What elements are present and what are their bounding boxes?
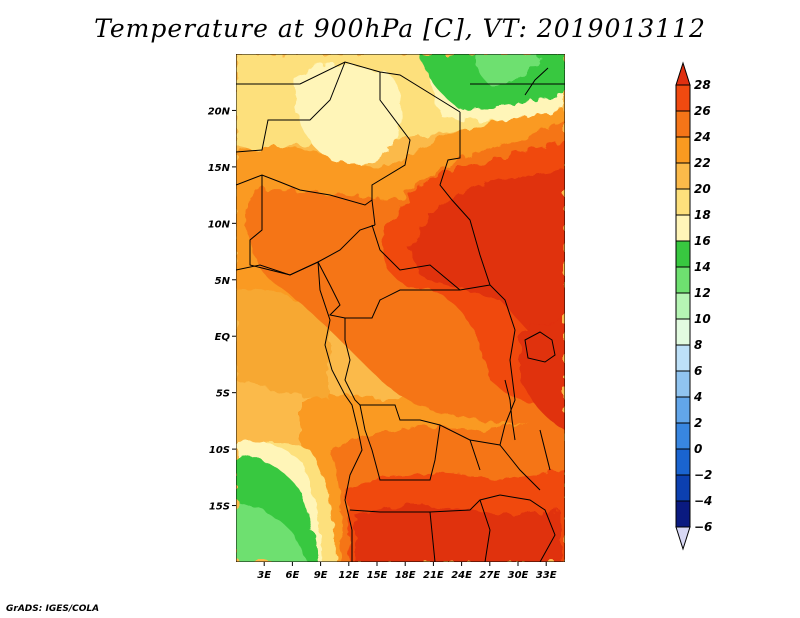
- colorbar-label: 4: [693, 390, 702, 404]
- lon-tick-label: 9E: [314, 570, 328, 581]
- colorbar-box: [675, 318, 691, 346]
- colorbar-box: [675, 240, 691, 268]
- colorbar-label: −6: [694, 520, 712, 534]
- colorbar-box: [675, 396, 691, 424]
- colorbar-box: [675, 214, 691, 242]
- colorbar-label: 18: [694, 208, 711, 222]
- credit-text: GrADS: IGES/COLA: [6, 604, 100, 614]
- colorbar-max-arrow: [675, 61, 691, 86]
- border-nigeria: [249, 175, 376, 276]
- colorbar-label: 22: [694, 156, 711, 170]
- border-zambia: [469, 439, 501, 446]
- lon-tick-label: 33E: [536, 570, 557, 581]
- colorbar-label: 2: [694, 416, 702, 430]
- border-inner-south: [429, 511, 436, 562]
- latitude-axis: 20N 15N 10N 5N EQ 5S 10S 15S: [208, 106, 236, 513]
- colorbar-label: 24: [694, 130, 711, 144]
- lon-tick-label: 21E: [423, 570, 444, 581]
- colorbar-label: 20: [694, 182, 711, 196]
- colorbar-label: 14: [694, 260, 711, 274]
- border-inner-south-2: [479, 499, 491, 562]
- border-car: [371, 224, 461, 291]
- colorbar-box: [675, 266, 691, 294]
- longitude-axis: 3E 6E 9E 12E 15E 18E 21E 24E 27E 30E 33E: [257, 562, 557, 581]
- colorbar-label: −2: [694, 468, 712, 482]
- lat-tick-label: 10N: [208, 219, 231, 230]
- border-southeast: [499, 494, 556, 562]
- colorbar-min-arrow: [675, 526, 691, 551]
- colorbar-label: 12: [694, 286, 711, 300]
- lat-tick-label: 15N: [208, 163, 231, 174]
- colorbar-box: [675, 110, 691, 138]
- border-drc-east: [489, 284, 541, 491]
- border-sudan: [439, 112, 491, 286]
- colorbar-label: 0: [694, 442, 702, 456]
- lat-tick-label: EQ: [215, 332, 231, 343]
- colorbar-box: [675, 188, 691, 216]
- border-congo: [344, 318, 441, 426]
- lake-tanganyika: [504, 379, 516, 441]
- colorbar-label: 6: [694, 364, 702, 378]
- border-namibia: [349, 494, 501, 513]
- border-north-2: [236, 61, 346, 153]
- lat-tick-label: 20N: [208, 106, 231, 117]
- colorbar-box: [675, 500, 691, 528]
- border-angola: [359, 404, 481, 481]
- temperature-field: [236, 54, 565, 562]
- lat-tick-label: 15S: [209, 502, 230, 513]
- coastline-west: [236, 261, 363, 562]
- colorbar-label: 26: [694, 104, 711, 118]
- colorbar-box: [675, 422, 691, 450]
- lon-tick-label: 18E: [395, 570, 416, 581]
- colorbar-box: [675, 136, 691, 164]
- border-cameroon: [317, 261, 491, 319]
- redsea-coast: [524, 67, 549, 96]
- colorbar-box: [675, 448, 691, 476]
- colorbar-label: 8: [694, 338, 702, 352]
- colorbar-box: [675, 162, 691, 190]
- lat-tick-label: 10S: [209, 445, 230, 456]
- lon-tick-label: 12E: [338, 570, 359, 581]
- lat-tick-label: 5N: [215, 276, 231, 287]
- lake-victoria: [524, 331, 556, 363]
- border-north-1: [236, 61, 461, 113]
- lon-tick-label: 6E: [286, 570, 300, 581]
- lon-tick-label: 24E: [451, 570, 472, 581]
- contour-12-northeast: [474, 54, 540, 85]
- colorbar-label: 10: [694, 312, 711, 326]
- lon-tick-label: 15E: [367, 570, 388, 581]
- colorbar-label: 28: [694, 78, 711, 92]
- colorbar-box: [675, 474, 691, 502]
- colorbar-box: [675, 344, 691, 372]
- lat-tick-label: 5S: [216, 389, 230, 400]
- contour-16-sahara: [294, 64, 403, 164]
- lon-tick-label: 30E: [508, 570, 529, 581]
- colorbar-box: [675, 370, 691, 398]
- colorbar-label: 16: [694, 234, 711, 248]
- colorbar-box: [675, 84, 691, 112]
- colorbar-box: [675, 292, 691, 320]
- lon-tick-label: 27E: [479, 570, 500, 581]
- map-title: Temperature at 900hPa [C], VT: 201901311…: [94, 14, 706, 43]
- contour-12-southwest: [236, 500, 308, 562]
- contour-28-northeast: [410, 170, 565, 360]
- contour-28-south: [355, 505, 560, 562]
- contour-22-coast: [236, 289, 330, 400]
- lon-tick-label: 3E: [257, 570, 271, 581]
- country-borders: [236, 61, 565, 562]
- lake-malawi: [539, 429, 551, 471]
- colorbar-label: −4: [694, 494, 712, 508]
